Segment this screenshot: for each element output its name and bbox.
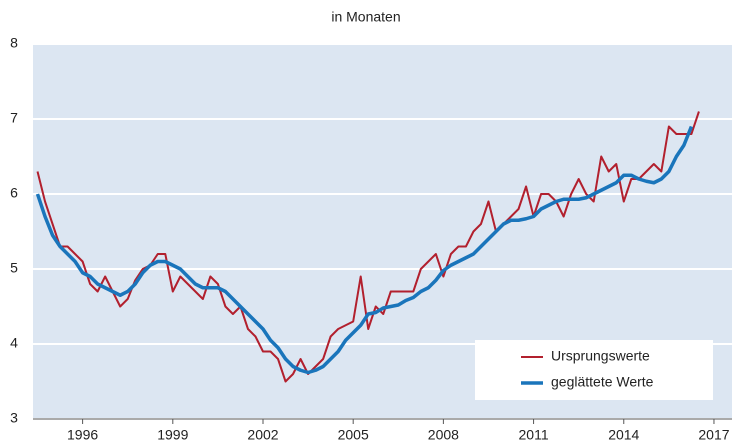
x-tick-label: 1996 <box>67 427 98 443</box>
y-tick-label: 7 <box>10 110 18 126</box>
legend-box <box>475 340 713 400</box>
legend-label: geglättete Werte <box>551 374 654 390</box>
x-tick-label: 2011 <box>519 427 549 443</box>
chart-title: in Monaten <box>331 9 400 25</box>
x-tick-label: 1999 <box>157 427 188 443</box>
series-line <box>35 125 694 375</box>
y-tick-label: 3 <box>10 410 18 426</box>
y-tick-label: 5 <box>10 260 18 276</box>
x-tick-label: 2017 <box>698 427 729 443</box>
y-tick-label: 8 <box>10 35 18 51</box>
x-tick-label: 2014 <box>608 427 639 443</box>
x-tick-label: 2008 <box>428 427 459 443</box>
y-tick-label: 6 <box>10 185 18 201</box>
y-tick-label: 4 <box>10 335 18 351</box>
legend-label: Ursprungswerte <box>551 348 650 364</box>
x-tick-label: 2002 <box>247 427 278 443</box>
x-tick-label: 2005 <box>338 427 369 443</box>
